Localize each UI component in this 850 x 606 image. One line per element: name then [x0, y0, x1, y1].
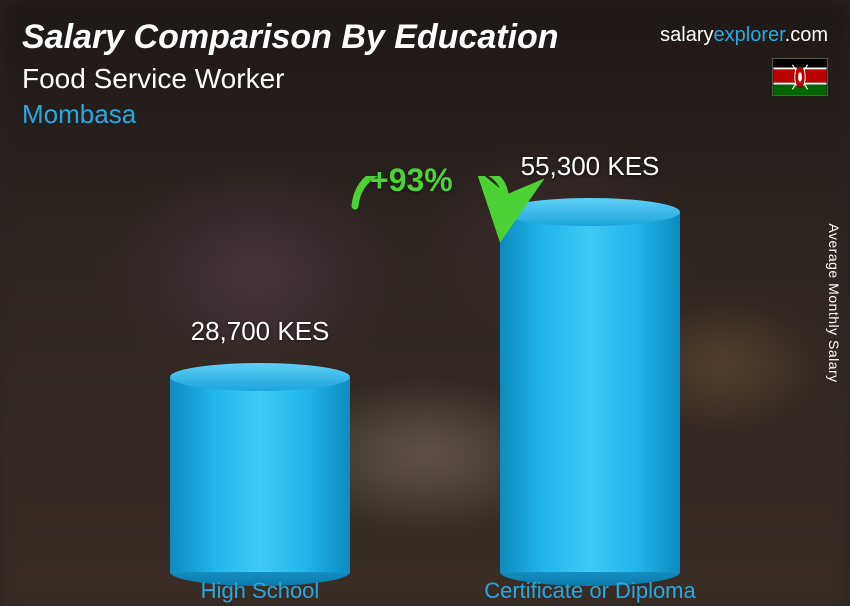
kenya-flag-icon [772, 58, 828, 96]
location: Mombasa [22, 99, 828, 130]
increase-percentage: +93% [370, 162, 453, 199]
brand-suffix: .com [785, 24, 828, 46]
brand-logo: salaryexplorer.com [660, 24, 828, 47]
brand-mid: explorer [714, 24, 785, 46]
header: Salary Comparison By Education salaryexp… [22, 18, 828, 130]
brand-prefix: salary [660, 24, 713, 46]
job-title: Food Service Worker [22, 63, 828, 95]
increase-arrow-icon [0, 176, 850, 606]
chart-title: Salary Comparison By Education [22, 18, 559, 57]
bar-chart: +93% 28,700 KES High School 55,300 KES C… [0, 176, 850, 606]
y-axis-label: Average Monthly Salary [826, 223, 842, 382]
